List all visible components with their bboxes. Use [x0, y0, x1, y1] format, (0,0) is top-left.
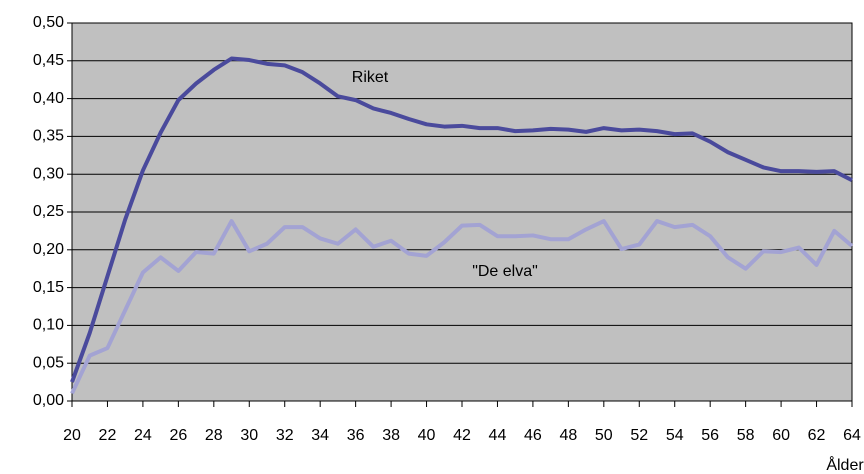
series-label: "De elva": [472, 263, 538, 280]
series-line: [70, 219, 854, 395]
x-tick-label: 54: [666, 427, 684, 444]
x-tick-label: 30: [240, 427, 258, 444]
x-tick-label: 34: [311, 427, 329, 444]
x-tick-label: 56: [701, 427, 719, 444]
y-tick-label: 0,00: [33, 392, 64, 409]
x-tick-label: 32: [276, 427, 294, 444]
y-tick-label: 0,15: [33, 279, 64, 296]
x-tick-label: 58: [737, 427, 755, 444]
x-tick-label: 48: [559, 427, 577, 444]
x-tick-label: 46: [524, 427, 542, 444]
x-tick-label: 26: [169, 427, 187, 444]
y-tick-label: 0,25: [33, 203, 64, 220]
x-tick-label: 64: [843, 427, 861, 444]
x-tick-label: 44: [489, 427, 507, 444]
series-label: Riket: [352, 69, 389, 86]
y-tick-label: 0,10: [33, 317, 64, 334]
y-tick-label: 0,45: [33, 52, 64, 69]
y-tick-label: 0,50: [33, 14, 64, 31]
x-tick-label: 52: [630, 427, 648, 444]
series-line: [70, 56, 853, 383]
y-tick-label: 0,35: [33, 128, 64, 145]
x-tick-label: 24: [134, 427, 152, 444]
x-tick-label: 36: [347, 427, 365, 444]
x-tick-label: 40: [418, 427, 436, 444]
x-tick-label: 38: [382, 427, 400, 444]
x-tick-label: 22: [99, 427, 117, 444]
x-axis-label: Ålder: [826, 455, 864, 474]
x-tick-label: 28: [205, 427, 223, 444]
y-tick-label: 0,40: [33, 90, 64, 107]
y-tick-label: 0,30: [33, 165, 64, 182]
x-tick-label: 42: [453, 427, 471, 444]
x-tick-label: 20: [63, 427, 81, 444]
y-tick-label: 0,05: [33, 354, 64, 371]
y-tick-label: 0,20: [33, 241, 64, 258]
x-tick-label: 62: [808, 427, 826, 444]
x-tick-label: 50: [595, 427, 613, 444]
plot-border: [71, 22, 853, 402]
x-tick-label: 60: [772, 427, 790, 444]
